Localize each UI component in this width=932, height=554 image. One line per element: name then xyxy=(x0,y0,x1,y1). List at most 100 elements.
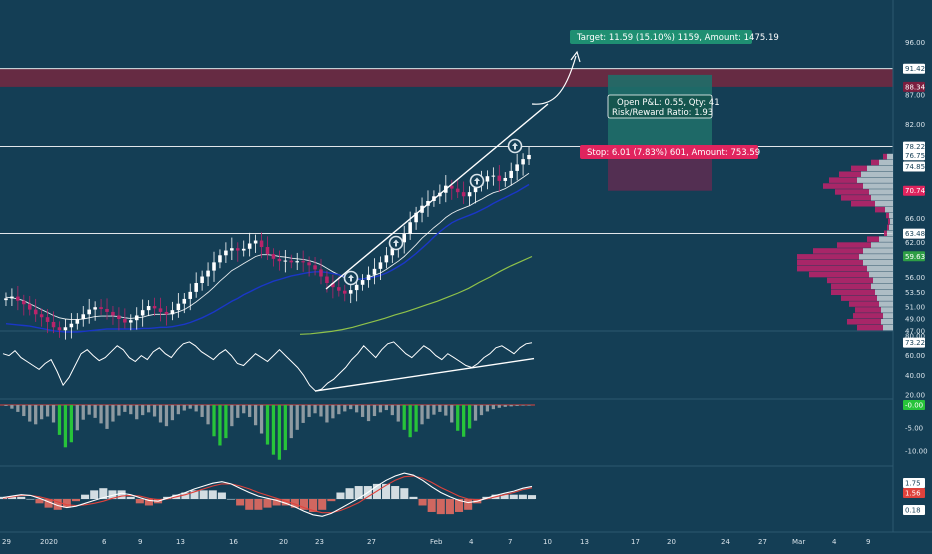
volume-profile-up-bar xyxy=(881,319,893,325)
candle-body xyxy=(354,284,359,291)
macd-histogram-bar xyxy=(299,499,309,510)
macd-histogram-bar xyxy=(454,499,464,512)
momentum-bar xyxy=(271,405,276,455)
candle-body xyxy=(313,265,317,270)
volume-profile-down-bar xyxy=(829,177,857,183)
momentum-bar xyxy=(408,405,412,438)
rsi-axis-label: 40.00 xyxy=(905,372,925,380)
macd-histogram-bar xyxy=(336,492,345,499)
macd-axis-label: 1.75 xyxy=(905,480,921,488)
price-axis-label: 87.00 xyxy=(905,91,925,99)
momentum-bar xyxy=(509,405,513,407)
price-axis-label: 47.00 xyxy=(905,327,925,335)
volume-profile-down-bar xyxy=(855,307,881,313)
momentum-bar xyxy=(10,405,14,409)
volume-profile-up-bar xyxy=(861,171,893,177)
macd-histogram-bar xyxy=(318,499,327,510)
candle-body xyxy=(485,176,490,182)
momentum-bar xyxy=(265,405,270,445)
macd-histogram-bar xyxy=(26,499,35,500)
candle-body xyxy=(99,307,103,309)
volume-profile-up-bar xyxy=(863,260,893,266)
time-axis-label: 13 xyxy=(176,538,185,546)
candle-body xyxy=(140,310,145,316)
momentum-bar xyxy=(200,405,204,417)
candle-body xyxy=(117,315,121,319)
price-axis-label: 70.74 xyxy=(905,187,926,195)
candle-body xyxy=(491,175,496,177)
ema-slow-line xyxy=(5,183,530,333)
price-badge xyxy=(903,63,925,74)
loss-zone-box xyxy=(608,155,712,191)
momentum-bar xyxy=(45,405,50,417)
candle-body xyxy=(372,268,377,275)
momentum-bar xyxy=(438,405,442,412)
candle-body xyxy=(57,327,62,331)
candle-body xyxy=(200,276,204,284)
volume-profile-up-bar xyxy=(877,295,893,301)
candle-body xyxy=(527,154,531,160)
price-axis-label: 62.00 xyxy=(905,239,925,247)
rsi-axis-label: 80.00 xyxy=(905,332,925,340)
momentum-bar xyxy=(343,405,347,412)
drawing-tools xyxy=(325,50,581,290)
time-axis-label: 4 xyxy=(469,538,474,546)
momentum-bar xyxy=(331,405,335,419)
candle-body xyxy=(289,260,294,263)
volume-profile-up-bar xyxy=(881,307,893,313)
price-badge xyxy=(903,150,925,161)
macd-axis-label: 1.56 xyxy=(905,490,921,498)
time-axis-label: 29 xyxy=(2,538,11,546)
macd-histogram-bar xyxy=(245,499,254,510)
volume-profile-up-bar xyxy=(889,212,893,219)
macd-histogram-bar xyxy=(309,499,318,512)
candle-body xyxy=(39,314,44,318)
price-axis-label: 88.34 xyxy=(905,83,926,91)
price-axis-label: 91.42 xyxy=(905,65,925,73)
time-axis-label: 9 xyxy=(866,538,870,546)
momentum-bar xyxy=(212,405,216,437)
volume-profile-up-bar xyxy=(857,177,893,183)
candle-body xyxy=(509,170,513,178)
candle-body xyxy=(325,276,329,284)
volume-profile-up-bar xyxy=(879,236,893,242)
momentum-panel xyxy=(0,404,535,460)
candle-body xyxy=(384,255,389,263)
momentum-bar xyxy=(420,405,424,425)
macd-panel xyxy=(0,472,537,517)
volume-profile-up-bar xyxy=(869,271,893,278)
candle-body xyxy=(283,260,288,262)
macd-histogram-bar xyxy=(135,499,144,504)
price-axis-label: 53.50 xyxy=(905,289,925,297)
time-axis-label: 27 xyxy=(367,538,376,546)
momentum-bar xyxy=(28,405,32,422)
momentum-bar xyxy=(515,405,519,406)
momentum-bar xyxy=(105,405,109,429)
candle-body xyxy=(176,303,181,311)
volume-profile-down-bar xyxy=(871,159,879,166)
volume-profile-down-bar xyxy=(867,236,879,242)
candle-body xyxy=(337,287,341,291)
candle-body xyxy=(194,283,198,292)
volume-profile-up-bar xyxy=(867,165,893,172)
macd-histogram-bar xyxy=(272,499,281,506)
candle-body xyxy=(307,262,311,266)
macd-histogram-bar xyxy=(427,499,436,512)
macd-histogram-bar xyxy=(81,494,90,499)
volume-profile-up-bar xyxy=(890,218,893,225)
momentum-bar xyxy=(456,405,460,431)
momentum-bar xyxy=(319,405,323,417)
candle-body xyxy=(390,248,395,256)
macd-histogram-bar xyxy=(62,499,71,508)
momentum-bar xyxy=(194,405,198,412)
volume-profile-down-bar xyxy=(809,271,869,278)
candle-body xyxy=(366,274,371,281)
momentum-bar xyxy=(444,405,448,416)
candle-body xyxy=(467,192,472,197)
volume-profile-down-bar xyxy=(841,295,877,301)
price-axis-label: 56.00 xyxy=(905,274,925,282)
